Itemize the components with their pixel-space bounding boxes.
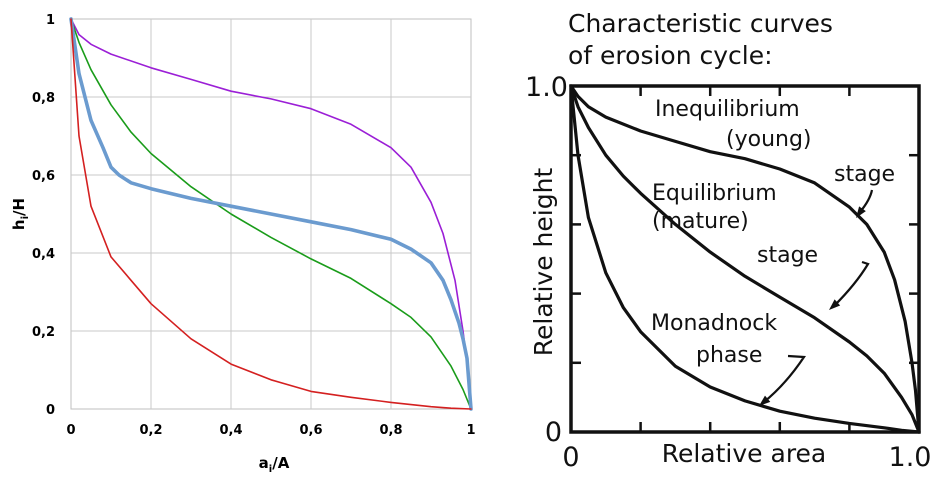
x-tick-labels: 0 0,2 0,4 0,6 0,8 1: [66, 423, 475, 438]
series-line-0: [70, 18, 472, 410]
annotation-arrow-1: [833, 260, 870, 307]
annotation-arrow-2: [763, 354, 806, 403]
left-chart-panel: 0 0,2 0,4 0,6 0,8 1 0 0,2 0,4 0,6 0,8 1 ai/A hi/H: [10, 13, 476, 475]
annotation-phase: phase: [696, 343, 762, 368]
annotation-mature: (mature): [652, 209, 749, 234]
chart-title-line2: of erosion cycle:: [568, 41, 773, 70]
series-curve-0: [569, 84, 921, 434]
series-group: [569, 84, 921, 434]
x-tick-label-0: 0: [562, 442, 579, 473]
right-chart-panel: Characteristic curves of erosion cycle: …: [486, 0, 945, 481]
x-tick-label: 0,4: [219, 423, 242, 438]
plot-frame: [569, 84, 921, 434]
x-tick-label: 0,6: [299, 423, 322, 438]
series-curve-2: [569, 84, 921, 434]
annotation-mature-stage: stage: [757, 243, 818, 268]
annotation-inequilibrium: Inequilibrium: [655, 97, 800, 122]
x-axis-label: Relative area: [662, 439, 827, 468]
x-tick-label-1: 1.0: [889, 442, 932, 473]
x-tick-label: 0: [66, 423, 75, 438]
x-axis-label: ai/A: [259, 454, 290, 475]
arrow-head-0: [856, 206, 866, 218]
y-tick-label: 0,6: [32, 169, 55, 184]
annotation-equilibrium: Equilibrium: [652, 181, 777, 206]
y-axis-label: hi/H: [10, 198, 31, 230]
x-tick-label: 0,8: [379, 423, 402, 438]
chart-title-line1: Characteristic curves: [568, 9, 833, 38]
annotation-arrows: [759, 189, 874, 406]
left-chart: 0 0,2 0,4 0,6 0,8 1 0 0,2 0,4 0,6 0,8 1 ai/A hi/H: [10, 13, 476, 475]
y-tick-label: 0,8: [32, 91, 55, 106]
grid: [71, 19, 471, 409]
annotation-young: (young): [726, 127, 812, 152]
series-group: [69, 17, 473, 411]
y-tick-label: 0: [46, 403, 55, 418]
y-tick-labels: 0 0,2 0,4 0,6 0,8 1: [32, 13, 55, 418]
y-tick-label-1: 1.0: [525, 72, 568, 103]
x-tick-label: 1: [466, 423, 475, 438]
y-tick-label-0: 0: [545, 417, 562, 448]
series-line-1: [70, 18, 472, 410]
y-tick-label: 0,4: [32, 247, 55, 262]
x-tick-label: 0,2: [139, 423, 162, 438]
series-line-2: [69, 17, 473, 411]
y-tick-label: 1: [46, 13, 55, 28]
series-line-3: [70, 18, 472, 410]
y-tick-label: 0,2: [32, 325, 55, 340]
annotation-young-stage: stage: [834, 162, 895, 187]
arrow-head-1: [829, 299, 841, 310]
y-axis-label: Relative height: [529, 168, 558, 357]
annotation-monadnock: Monadnock: [651, 311, 777, 336]
arrow-head-2: [759, 395, 771, 406]
right-chart: Characteristic curves of erosion cycle: …: [525, 9, 932, 473]
series-curve-1: [569, 84, 921, 434]
